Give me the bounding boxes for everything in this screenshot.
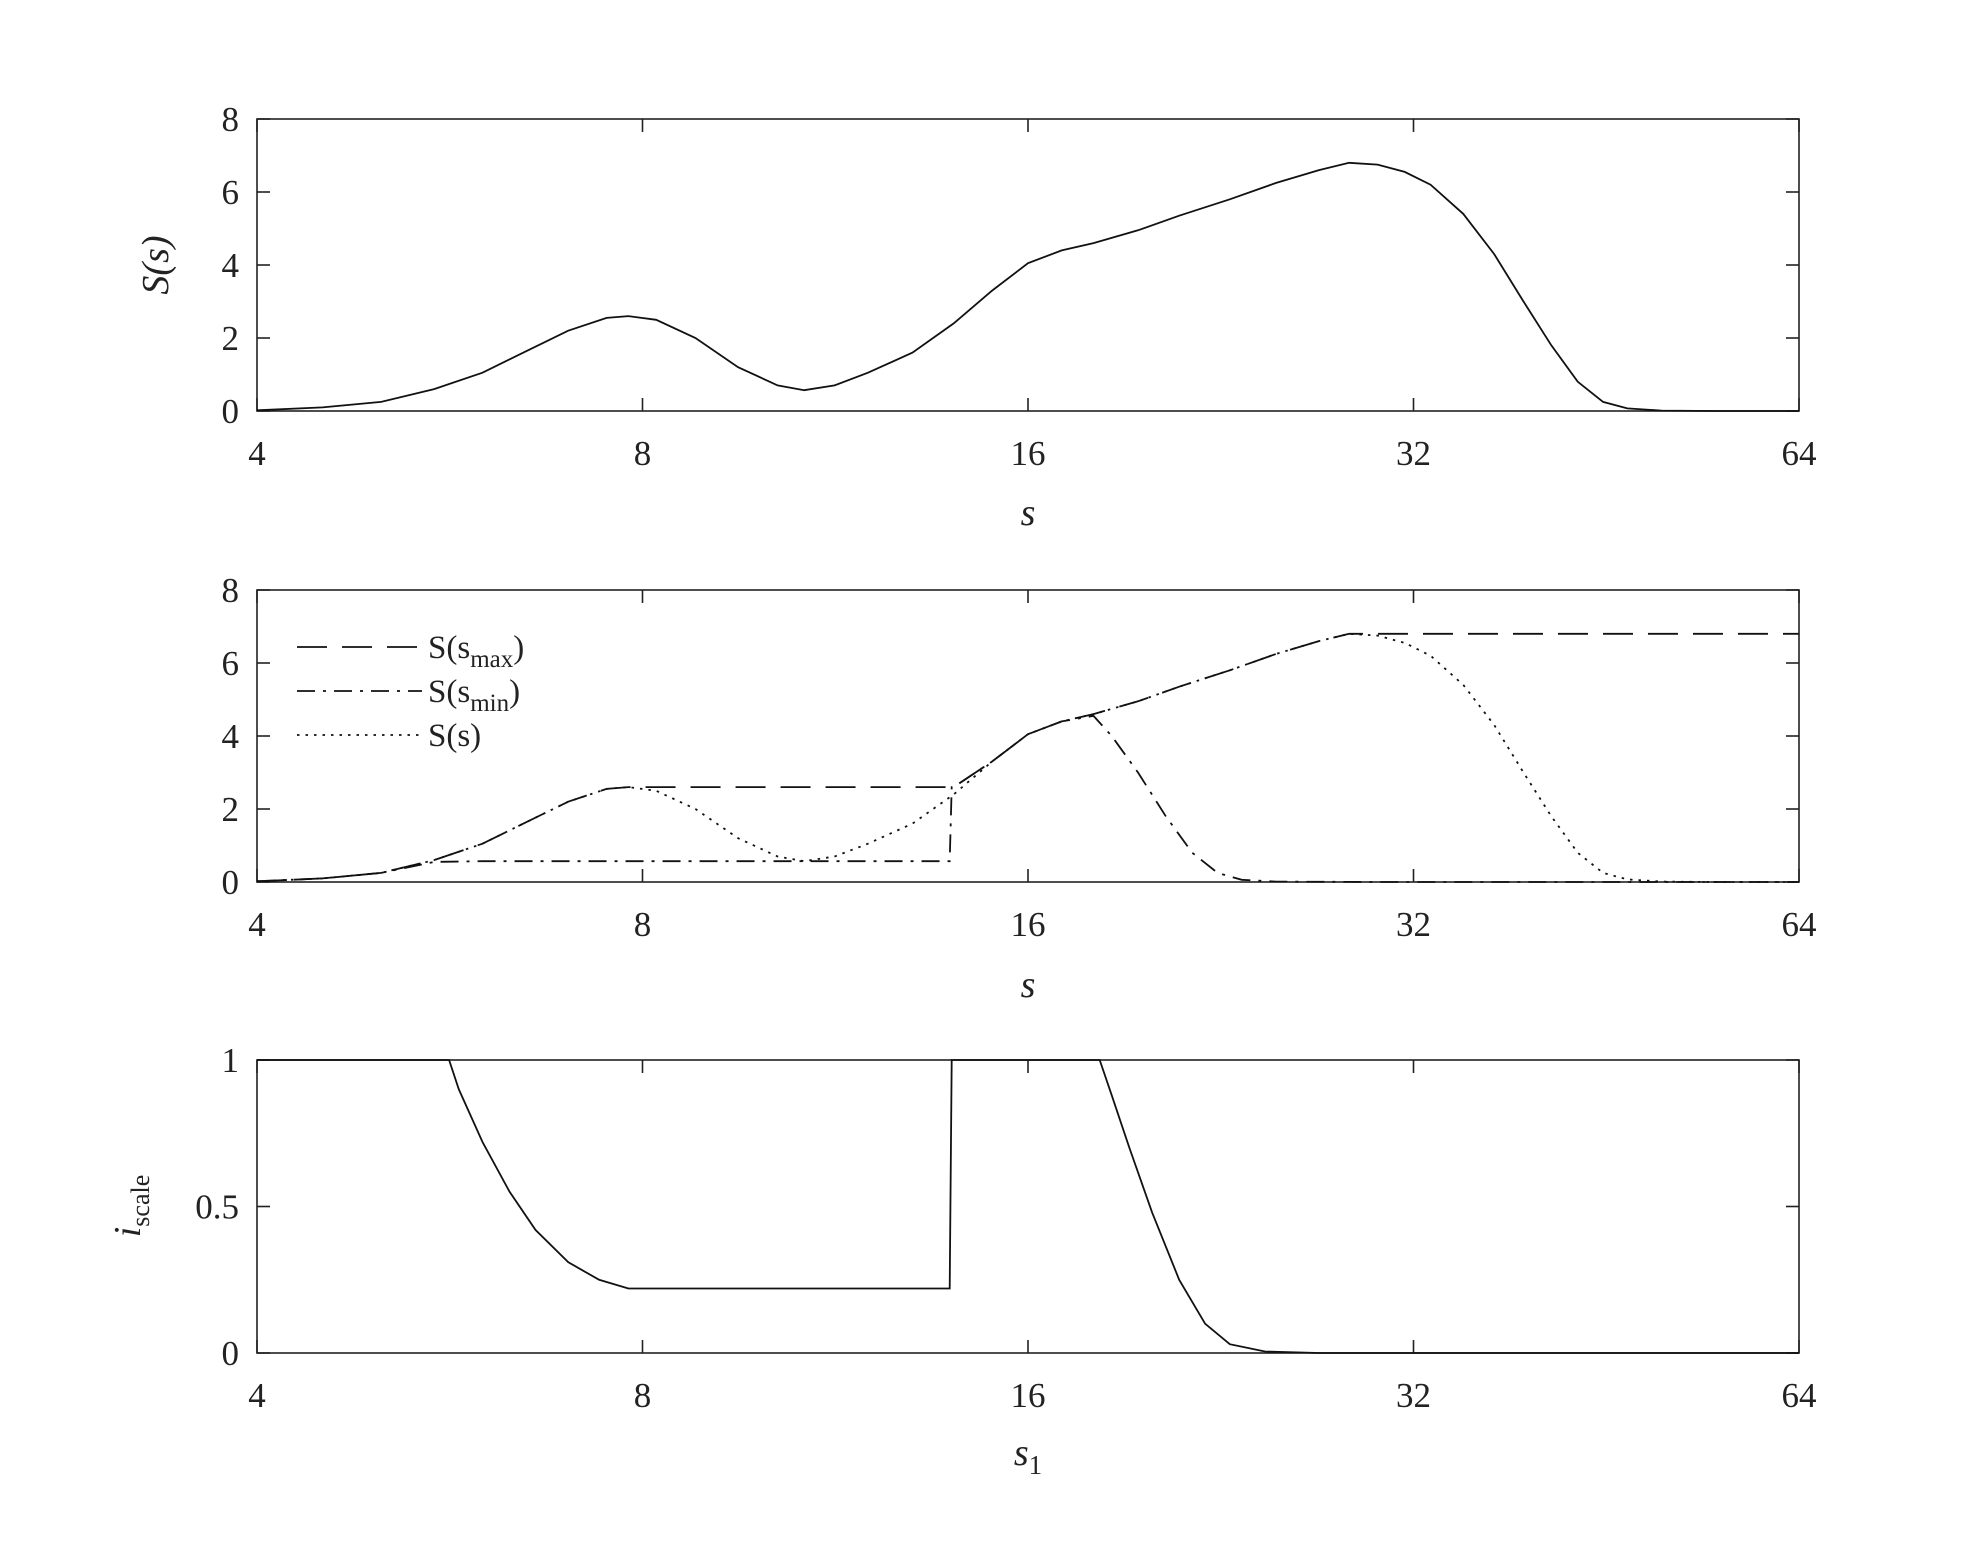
y-tick-label: 0 bbox=[222, 1334, 240, 1373]
x-tick-label: 32 bbox=[1396, 905, 1431, 944]
x-tick-label: 16 bbox=[1011, 1376, 1046, 1415]
y-tick-label: 1 bbox=[222, 1041, 240, 1080]
x-tick-label: 4 bbox=[248, 1376, 266, 1415]
legend-label-main: S(s bbox=[428, 630, 470, 666]
y-tick-label: 4 bbox=[222, 246, 240, 285]
legend-label-close: ) bbox=[513, 630, 524, 666]
x-axis-label-sub: 1 bbox=[1029, 1450, 1043, 1480]
y-tick-label: 8 bbox=[222, 571, 240, 610]
x-axis-label: s1 bbox=[1014, 1432, 1042, 1480]
y-tick-label: 0 bbox=[222, 392, 240, 431]
y-tick-label: 8 bbox=[222, 100, 240, 139]
x-tick-label: 32 bbox=[1396, 1376, 1431, 1415]
y-tick-label: 0 bbox=[222, 863, 240, 902]
x-axis-label-main: s bbox=[1021, 964, 1036, 1006]
x-axis-label-main: s bbox=[1014, 1432, 1029, 1474]
x-tick-label: 64 bbox=[1782, 434, 1817, 473]
y-axis-label-sub: scale bbox=[126, 1175, 155, 1227]
legend-label-close: ) bbox=[509, 674, 520, 710]
y-tick-label: 6 bbox=[222, 644, 240, 683]
y-tick-label: 4 bbox=[222, 717, 240, 756]
y-tick-label: 0.5 bbox=[195, 1188, 239, 1227]
y-axis-label-main: i bbox=[107, 1227, 149, 1238]
legend-label: S(smin) bbox=[428, 674, 520, 717]
legend-label-main: S(s bbox=[428, 674, 470, 710]
legend-label-sub: min bbox=[470, 690, 509, 717]
x-tick-label: 64 bbox=[1782, 905, 1817, 944]
x-tick-label: 64 bbox=[1782, 1376, 1817, 1415]
y-tick-label: 2 bbox=[222, 319, 240, 358]
x-tick-label: 32 bbox=[1396, 434, 1431, 473]
legend-label-main: S(s) bbox=[428, 718, 481, 754]
plot-frame bbox=[256, 1059, 1800, 1354]
x-tick-label: 16 bbox=[1011, 905, 1046, 944]
legend-label-sub: max bbox=[470, 646, 514, 673]
x-tick-label: 8 bbox=[634, 905, 652, 944]
legend: S(smax)S(smin)S(s) bbox=[297, 630, 524, 754]
x-axis-label: s bbox=[1021, 492, 1036, 534]
x-tick-label: 4 bbox=[248, 905, 266, 944]
x-axis-label-main: s bbox=[1021, 492, 1036, 534]
series-line-solid bbox=[257, 1059, 1799, 1354]
y-axis-label: S(s) bbox=[135, 235, 177, 294]
y-axis-label-main: S(s) bbox=[135, 235, 177, 294]
x-tick-label: 8 bbox=[634, 1376, 652, 1415]
chart-top: 4 8 16 32 64 0 2 4 6 8 s S(s) bbox=[135, 100, 1817, 534]
x-tick-label: 4 bbox=[248, 434, 266, 473]
x-axis-label: s bbox=[1021, 964, 1036, 1006]
y-tick-label: 6 bbox=[222, 173, 240, 212]
y-tick-label: 2 bbox=[222, 790, 240, 829]
x-tick-label: 8 bbox=[634, 434, 652, 473]
legend-label: S(smax) bbox=[428, 630, 524, 673]
x-tick-label: 16 bbox=[1011, 434, 1046, 473]
series-line-solid bbox=[256, 161, 1799, 412]
series-line-dashdot bbox=[256, 714, 1799, 883]
legend-label: S(s) bbox=[428, 718, 481, 754]
y-axis-label: iscale bbox=[107, 1175, 155, 1238]
